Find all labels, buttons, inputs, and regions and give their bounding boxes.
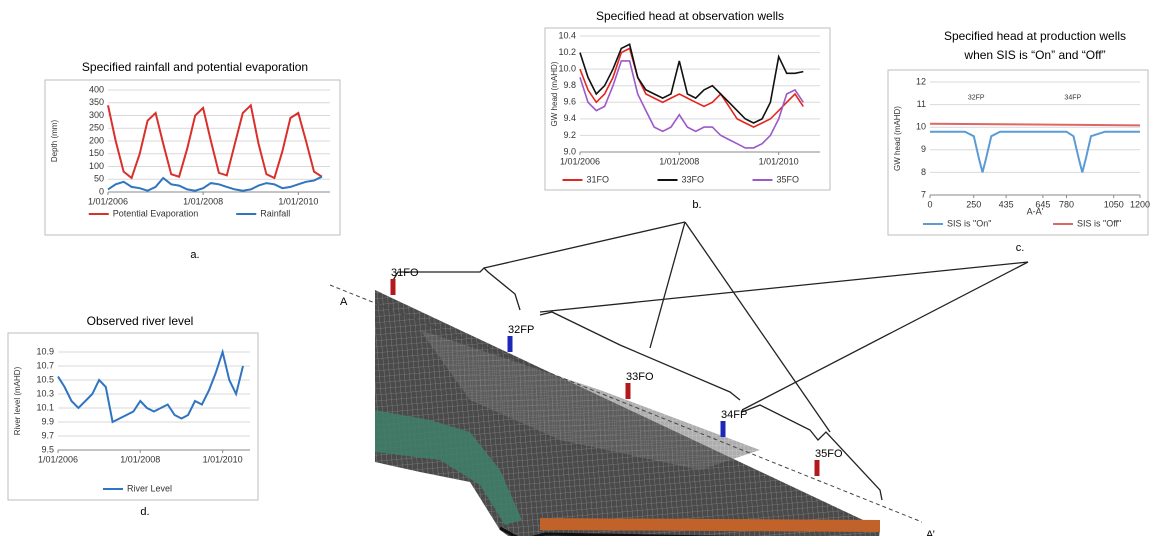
x-tick-label: 780 (1059, 199, 1074, 209)
y-tick-label: 9.0 (563, 146, 576, 156)
panel-caption: b. (692, 199, 701, 211)
y-tick-label: 10.0 (558, 64, 576, 74)
y-tick-label: 10.7 (36, 360, 54, 370)
x-tick-label: 1/01/2010 (278, 196, 318, 206)
panel-caption: a. (190, 249, 199, 261)
y-tick-label: 11 (917, 99, 926, 109)
well-marker (815, 460, 820, 476)
x-tick-label: 1/01/2008 (659, 156, 699, 166)
legend-label: River Level (127, 483, 172, 493)
chart-panel: Specified head at observation wells b. 9.0… (545, 9, 830, 211)
y-tick-label: 10.1 (36, 402, 54, 412)
x-tick-label: 1/01/2008 (120, 454, 160, 464)
y-tick-label: 9.9 (41, 416, 54, 426)
y-tick-label: 10 (916, 122, 926, 132)
legend-label: SIS is "On" (947, 218, 991, 228)
y-tick-label: 9.2 (563, 130, 576, 140)
y-tick-label: 400 (89, 84, 104, 94)
y-tick-label: 7 (921, 189, 926, 199)
section-start: A (340, 296, 348, 308)
x-tick-label: 1/01/2010 (203, 454, 243, 464)
well-marker (721, 421, 726, 437)
y-axis-label: River level (mAHD) (13, 366, 22, 435)
chart-panel: Observed river level d. 9.5 9.7 9.9 10.1 10.3 1… (8, 314, 258, 518)
y-tick-label: 350 (89, 97, 104, 107)
well-marker (626, 383, 631, 399)
well-marker (391, 279, 396, 295)
panel-caption: c. (1016, 242, 1025, 254)
orange-layer (540, 518, 880, 532)
x-tick-label: 435 (999, 199, 1014, 209)
well-label: 35FO (815, 448, 843, 460)
legend-label: 31FO (587, 174, 610, 184)
figure: A A’ 31FO 32FP 33FO 34FP 35FO Specified rain… (0, 0, 1153, 536)
legend-label: 33FO (682, 174, 705, 184)
y-tick-label: 12 (916, 76, 926, 86)
page: A A’ 31FO 32FP 33FO 34FP 35FO Specified rain… (0, 0, 1153, 536)
y-tick-label: 150 (89, 148, 104, 158)
chart-title: Specified rainfall and potential evapora… (82, 60, 308, 74)
y-tick-label: 10.5 (36, 374, 54, 384)
y-tick-label: 100 (89, 161, 104, 171)
well-label: 32FP (508, 324, 534, 336)
y-tick-label: 8 (921, 167, 926, 177)
y-tick-label: 9.7 (41, 430, 54, 440)
chart-panel: Specified rainfall and potential evapora… (45, 60, 340, 261)
legend-label: SIS is "Off" (1077, 218, 1121, 228)
well-label: 33FO (626, 371, 654, 383)
y-tick-label: 200 (89, 135, 104, 145)
y-tick-label: 10.9 (36, 346, 54, 356)
panel-caption: d. (140, 506, 149, 518)
y-tick-label: 10.3 (36, 388, 54, 398)
x-tick-label: 250 (966, 199, 981, 209)
y-tick-label: 250 (89, 123, 104, 133)
chart-panel: Specified head at production wells when S… (888, 29, 1150, 254)
well-label: 34FP (721, 409, 747, 421)
y-tick-label: 9.6 (563, 97, 576, 107)
panel-frame (888, 70, 1148, 235)
y-tick-label: 0 (99, 186, 104, 196)
x-tick-label: 1/01/2008 (183, 196, 223, 206)
chart-title: when SIS is “On” and “Off” (963, 48, 1105, 62)
y-tick-label: 50 (94, 174, 104, 184)
x-axis-label: A-A' (1027, 206, 1044, 216)
chart-title: Observed river level (87, 314, 194, 328)
x-tick-label: 1/01/2006 (560, 156, 600, 166)
y-tick-label: 9.4 (563, 113, 576, 123)
cross-section: A A’ 31FO 32FP 33FO 34FP 35FO (330, 222, 1028, 536)
legend-label: Potential Evaporation (113, 208, 199, 218)
y-axis-label: GW head (mAHD) (550, 61, 559, 126)
well-label: 31FO (391, 267, 419, 279)
legend-label: 35FO (777, 174, 800, 184)
y-axis-label: Depth (mm) (50, 120, 59, 163)
y-tick-label: 10.4 (558, 30, 576, 40)
legend-label: Rainfall (260, 208, 290, 218)
section-end: A’ (926, 529, 935, 536)
y-tick-label: 9 (921, 144, 926, 154)
annotation: 34FP (1064, 95, 1081, 102)
x-tick-label: 0 (927, 199, 932, 209)
x-tick-label: 1200 (1130, 199, 1150, 209)
y-tick-label: 10.2 (558, 47, 576, 57)
chart-title: Specified head at production wells (944, 29, 1126, 43)
y-tick-label: 300 (89, 110, 104, 120)
x-tick-label: 1/01/2010 (759, 156, 799, 166)
x-tick-label: 1050 (1104, 199, 1124, 209)
chart-title: Specified head at observation wells (596, 9, 784, 23)
annotation: 32FP (968, 95, 985, 102)
y-tick-label: 9.5 (41, 444, 54, 454)
x-tick-label: 1/01/2006 (38, 454, 78, 464)
y-axis-label: GW head (mAHD) (893, 106, 902, 171)
y-tick-label: 9.8 (563, 80, 576, 90)
x-tick-label: 1/01/2006 (88, 196, 128, 206)
well-marker (508, 336, 513, 352)
